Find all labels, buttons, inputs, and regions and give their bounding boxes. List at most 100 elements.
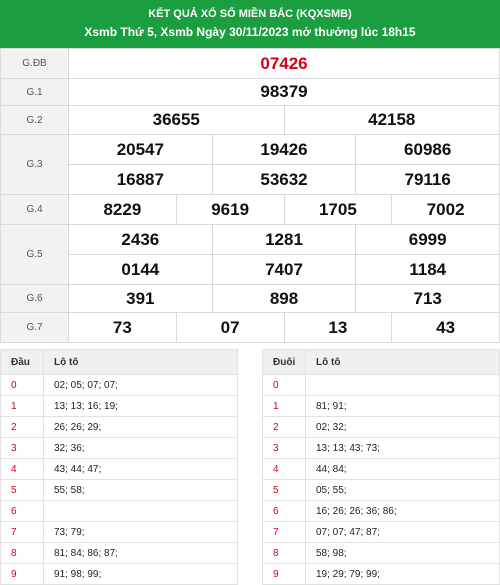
prize-number: 391 [126,288,155,308]
loto-row: 9 19; 29; 79; 99; [262,563,500,585]
prize-row: 16887 53632 79116 [1,164,500,195]
prize-number: 42158 [283,106,500,134]
prize-label: G.4 [0,194,69,225]
prize-label: G.5 [0,224,69,285]
loto-digit: 8 [0,542,44,564]
loto-digit: 9 [262,563,306,585]
prize-row: G.7 73 07 13 43 [0,312,500,343]
draw-date-subtitle: Xsmb Thứ 5, Xsmb Ngày 30/11/2023 mở thưở… [84,25,416,39]
loto-numbers: 16; 26; 26; 36; 86; [305,500,500,522]
prize-number: 53632 [211,165,356,194]
loto-row: 5 55; 58; [0,479,238,501]
prize-number: 13 [283,313,392,342]
prize-number: 20547 [116,139,164,159]
prize-number: 98379 [260,82,308,101]
prize-number: 8229 [103,199,142,219]
loto-digit: 2 [0,416,44,438]
loto-row: 4 44; 84; [262,458,500,480]
prize-label: G.7 [0,312,69,343]
loto-value-header: Lô tô [43,349,238,375]
loto-numbers: 19; 29; 79; 99; [305,563,500,585]
prize-number: 6999 [355,225,499,254]
loto-row: 4 43; 44; 47; [0,458,238,480]
loto-numbers: 43; 44; 47; [43,458,238,480]
prize-number: 79116 [355,165,499,194]
prize-number: 898 [211,285,356,312]
results-header: KẾT QUẢ XỔ SỐ MIỀN BẮC (KQXSMB) Xsmb Thứ… [0,0,500,48]
loto-row: 6 16; 26; 26; 36; 86; [262,500,500,522]
loto-digit: 9 [0,563,44,585]
loto-digit: 0 [262,374,306,396]
prize-number: 1184 [355,255,499,284]
loto-numbers: 58; 98; [305,542,500,564]
loto-row: 7 07; 07; 47; 87; [262,521,500,543]
loto-row: 1 13; 13; 16; 19; [0,395,238,417]
loto-numbers: 26; 26; 29; [43,416,238,438]
results-table: G.ĐB 07426 G.1 98379 G.2 36655 42158 G.3 20547 19… [0,48,500,343]
loto-row: 2 02; 32; [262,416,500,438]
loto-numbers [305,374,500,396]
prize-label: G.2 [0,105,69,135]
prize-row: G.5 2436 1281 6999 [0,224,500,285]
loto-digit: 7 [0,521,44,543]
prize-number: 7407 [211,255,356,284]
prize-number: 16887 [116,169,164,189]
prize-row: G.1 98379 [0,78,500,106]
loto-row: 8 81; 84; 86; 87; [0,542,238,564]
loto-digit: 4 [262,458,306,480]
prize-number: 7002 [391,195,499,224]
prize-number: 1705 [283,195,392,224]
prize-row: G.4 8229 9619 1705 7002 [0,194,500,225]
prize-number: 9619 [175,195,284,224]
loto-digit: 6 [0,500,44,522]
loto-row: 6 [0,500,238,522]
prize-number: 19426 [211,135,356,164]
loto-numbers: 55; 58; [43,479,238,501]
loto-row: 3 13; 13; 43; 73; [262,437,500,459]
loto-numbers: 32; 36; [43,437,238,459]
prize-label: G.6 [0,284,69,313]
loto-row: 9 91; 98; 99; [0,563,238,585]
prize-label: G.3 [0,134,69,195]
loto-digit: 3 [262,437,306,459]
loto-numbers: 91; 98; 99; [43,563,238,585]
loto-digit: 5 [0,479,44,501]
loto-row: 3 32; 36; [0,437,238,459]
loto-digit: 7 [262,521,306,543]
prize-number: 73 [112,317,132,337]
loto-digit: 8 [262,542,306,564]
loto-row: 5 05; 55; [262,479,500,501]
loto-tail-table: Đuôi Lô tô 0 1 81; 91; 2 02; 32; 3 13; 13; 43; 7… [262,349,500,585]
loto-digit: 6 [262,500,306,522]
loto-row: 0 [262,374,500,396]
loto-digit: 1 [262,395,306,417]
prize-row: G.3 20547 19426 60986 [0,134,500,195]
loto-numbers: 73; 79; [43,521,238,543]
loto-key-header: Đầu [0,349,44,375]
loto-row: 0 02; 05; 07; 07; [0,374,238,396]
prize-row: G.6 391 898 713 [0,284,500,313]
prize-number: 07 [175,313,284,342]
page-title: KẾT QUẢ XỔ SỐ MIỀN BẮC (KQXSMB) [148,8,352,20]
loto-numbers: 02; 32; [305,416,500,438]
prize-label: G.1 [0,78,69,106]
prize-number: 1281 [211,225,356,254]
loto-numbers: 81; 91; [305,395,500,417]
loto-head-table: Đầu Lô tô 0 02; 05; 07; 07; 1 13; 13; 16; 19;… [0,349,238,585]
loto-numbers: 13; 13; 16; 19; [43,395,238,417]
loto-numbers: 05; 55; [305,479,500,501]
loto-row: 1 81; 91; [262,395,500,417]
prize-number: 43 [391,313,499,342]
loto-numbers: 44; 84; [305,458,500,480]
prize-label: G.ĐB [0,48,69,79]
loto-value-header: Lô tô [305,349,500,375]
loto-key-header: Đuôi [262,349,306,375]
loto-numbers: 02; 05; 07; 07; [43,374,238,396]
loto-numbers: 13; 13; 43; 73; [305,437,500,459]
loto-row: 2 26; 26; 29; [0,416,238,438]
loto-numbers: 81; 84; 86; 87; [43,542,238,564]
prize-number: 36655 [152,110,200,129]
loto-digit: 4 [0,458,44,480]
prize-number: 60986 [355,135,499,164]
loto-digit: 0 [0,374,44,396]
